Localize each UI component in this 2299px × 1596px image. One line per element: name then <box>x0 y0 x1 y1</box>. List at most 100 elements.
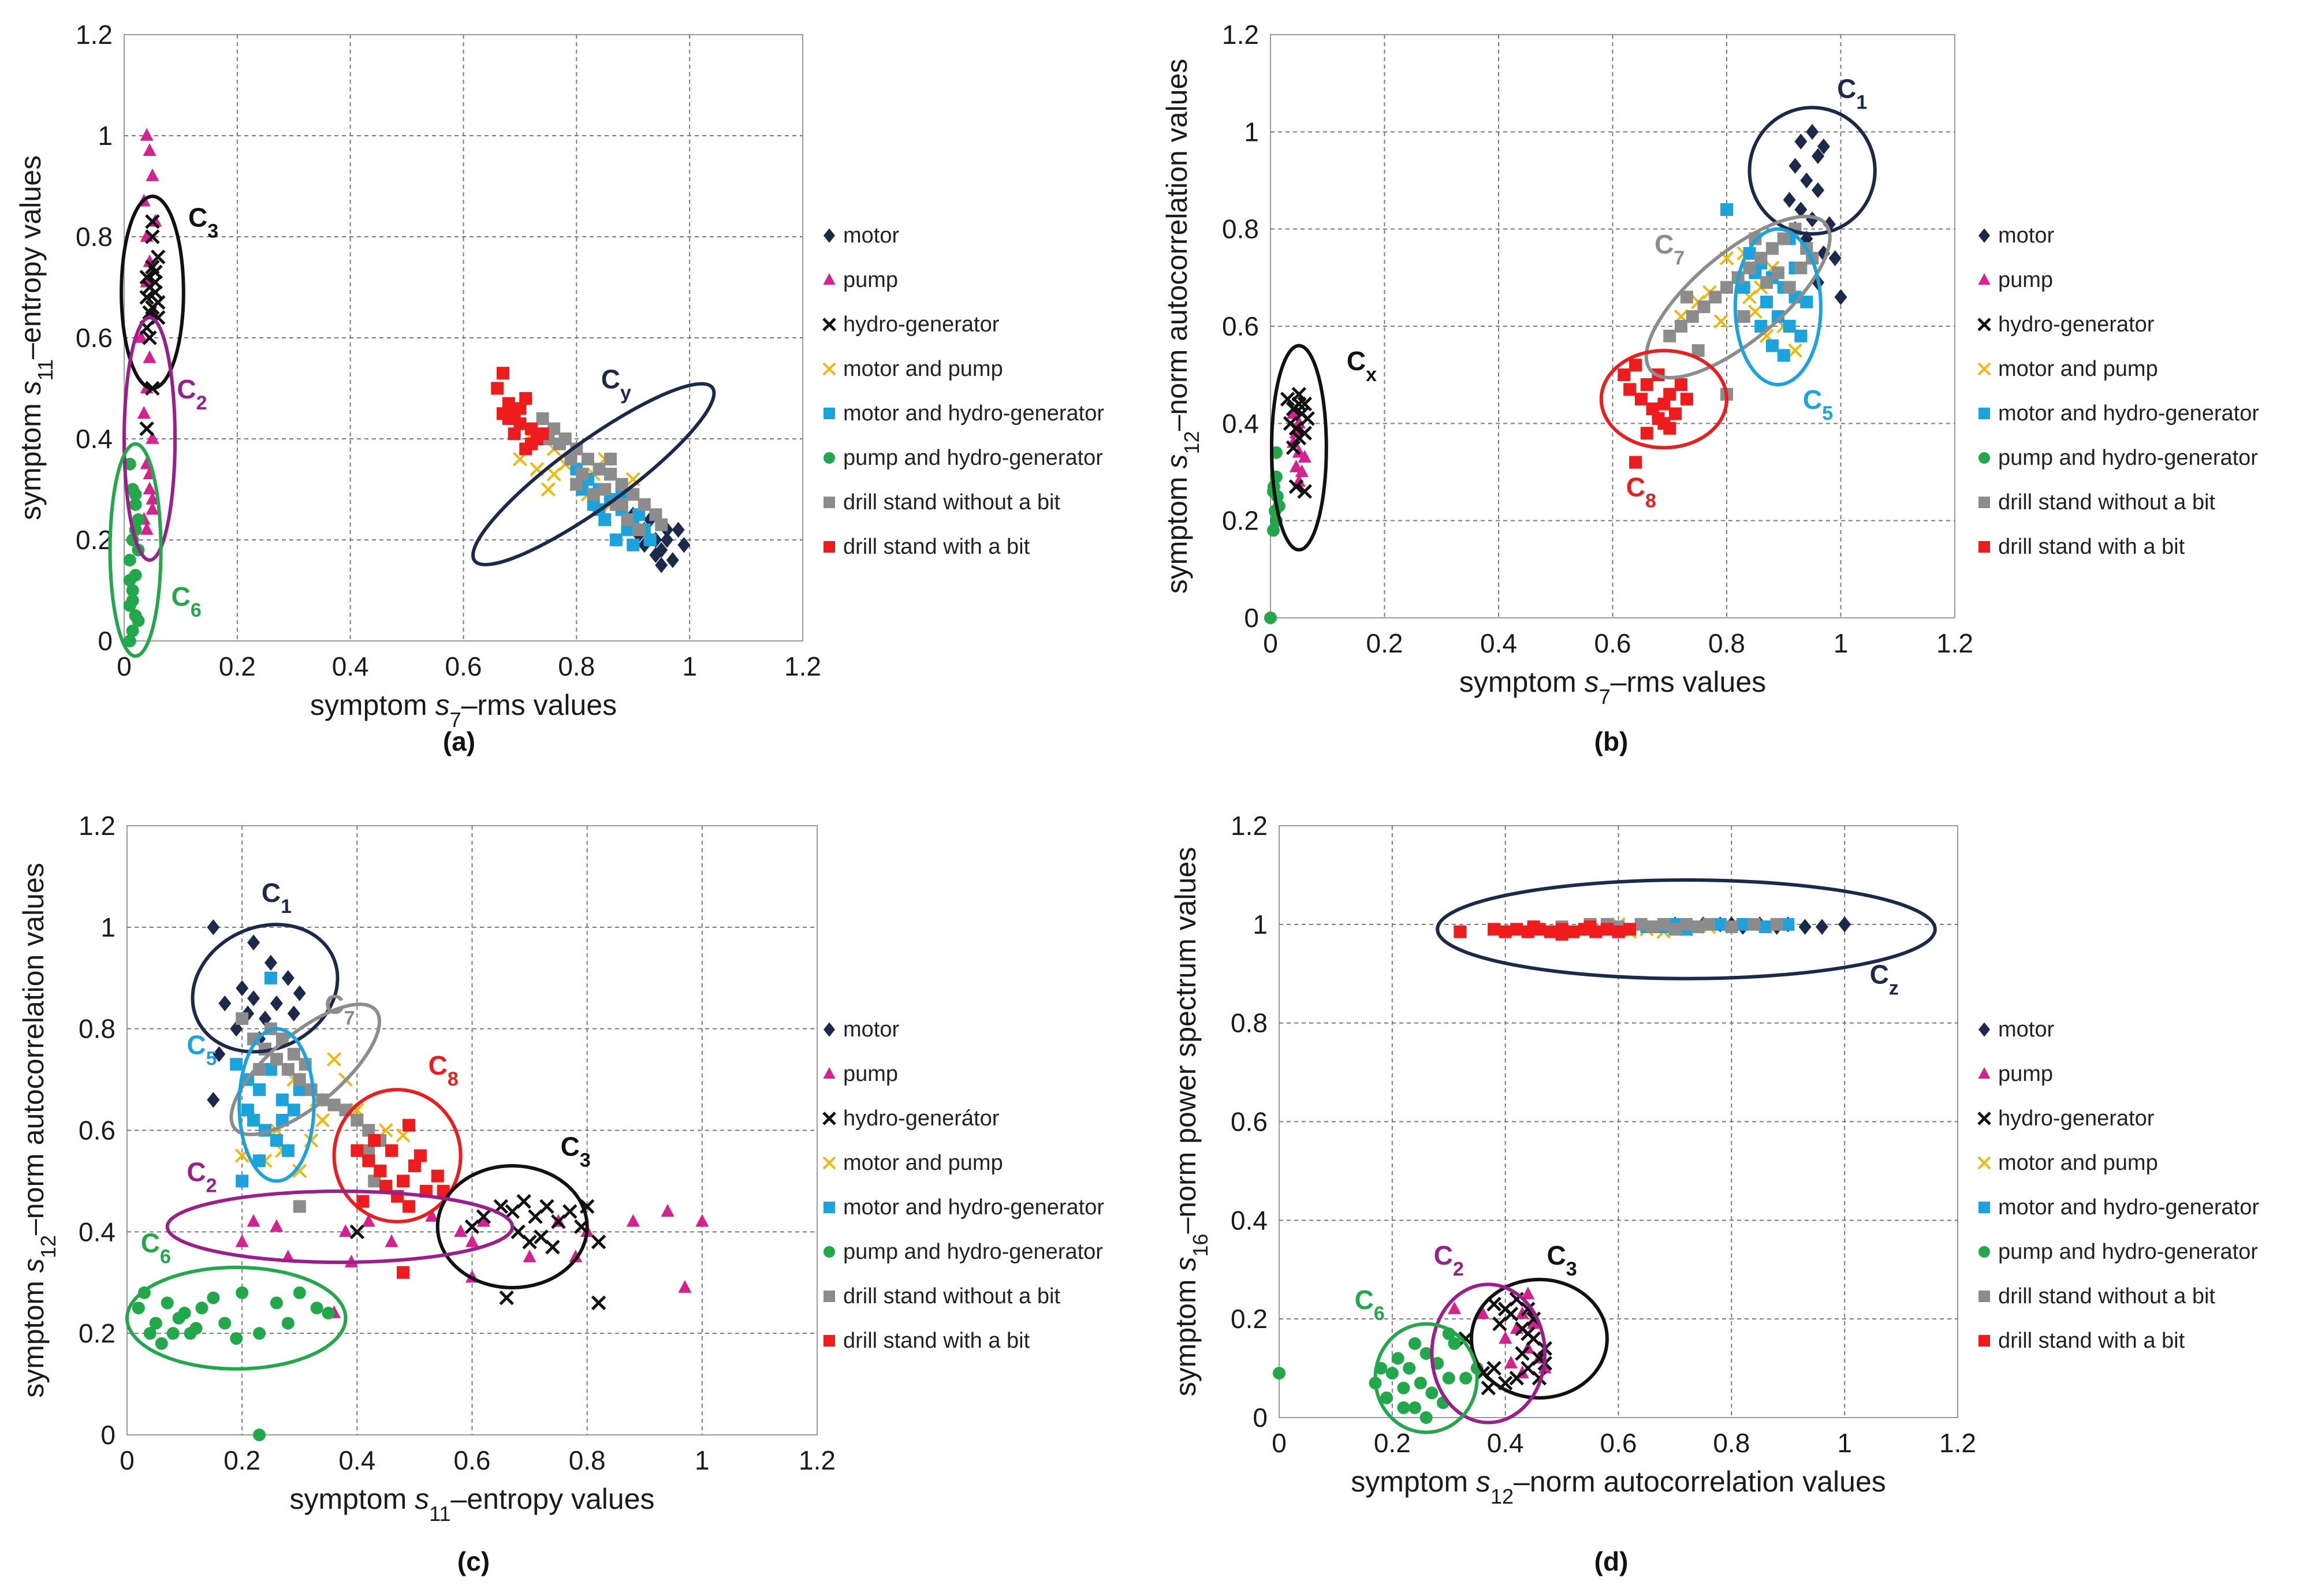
data-point <box>1725 920 1738 934</box>
legend-marker <box>824 408 835 419</box>
legend-marker <box>1978 408 1990 419</box>
data-point <box>678 1280 692 1293</box>
data-point <box>1555 927 1568 941</box>
data-point <box>236 1286 249 1299</box>
series-pump_hydro <box>123 457 145 647</box>
data-point <box>649 508 662 521</box>
data-point <box>1668 923 1682 936</box>
data-point <box>1486 1360 1501 1376</box>
data-point <box>519 392 532 405</box>
data-point <box>150 249 166 264</box>
data-point <box>1816 919 1828 935</box>
x-tick-label: 0.4 <box>338 1445 375 1475</box>
data-point <box>523 1250 536 1263</box>
data-point <box>356 1195 370 1208</box>
data-point <box>253 1083 266 1097</box>
data-point <box>236 980 249 997</box>
data-point <box>1709 290 1722 304</box>
data-point <box>145 259 160 275</box>
legend-entry-motor_pump: motor and pump <box>1998 357 2158 381</box>
x-tick-label: 0.6 <box>1594 628 1631 658</box>
data-point <box>145 214 160 229</box>
data-point <box>218 1317 232 1330</box>
data-point <box>1754 320 1768 333</box>
data-point <box>1794 202 1808 218</box>
series-hydro <box>1458 1292 1552 1396</box>
data-point <box>413 1149 427 1162</box>
data-point <box>1720 203 1733 216</box>
data-point <box>1713 314 1728 329</box>
cluster-ellipse-c3 <box>1469 1277 1609 1400</box>
data-point <box>247 1214 260 1227</box>
x-tick-label: 0.2 <box>219 651 256 681</box>
series-pump_hydro <box>1273 1327 1484 1424</box>
data-point <box>1629 359 1642 372</box>
data-point <box>1788 343 1802 358</box>
data-point <box>1521 1326 1536 1341</box>
data-point <box>502 397 515 410</box>
data-point <box>132 1302 145 1315</box>
data-point <box>1669 407 1682 420</box>
x-tick-label: 0.2 <box>1374 1428 1411 1458</box>
cluster-label: C8 <box>1626 472 1656 512</box>
legend-marker <box>824 541 835 553</box>
data-point <box>513 417 527 430</box>
legend-entry-motor: motor <box>1998 223 2054 248</box>
legend-marker <box>1978 1067 1991 1079</box>
data-point <box>293 985 306 1001</box>
data-point <box>569 1250 583 1263</box>
data-point <box>142 330 157 345</box>
data-point <box>1623 923 1637 936</box>
legend-entry-motor_pump: motor and pump <box>843 1151 1003 1175</box>
data-point <box>464 1219 480 1235</box>
legend-entry-motor_hydro: motor and hydro-generator <box>1998 401 2259 426</box>
legend-marker <box>1978 1291 1990 1302</box>
cluster-label: Cy <box>601 364 631 404</box>
y-tick-label: 0.4 <box>76 424 113 454</box>
data-point <box>247 1113 260 1127</box>
y-tick-label: 1 <box>1253 909 1268 939</box>
data-point <box>281 970 295 986</box>
data-point <box>1777 232 1790 245</box>
data-point <box>627 488 640 501</box>
legend-entry-motor_hydro: motor and hydro-generator <box>843 1195 1104 1220</box>
data-point <box>1600 923 1614 936</box>
legend-marker <box>1977 1112 1991 1125</box>
legend-marker <box>1978 273 1991 285</box>
data-point <box>1634 918 1648 931</box>
data-point <box>1419 1411 1433 1424</box>
data-point <box>541 482 556 497</box>
data-point <box>1397 1381 1410 1394</box>
data-point <box>661 532 673 548</box>
data-point <box>1448 1337 1461 1350</box>
legend-entry-drill_no_bit: drill stand without a bit <box>843 490 1060 514</box>
data-point <box>281 1144 295 1157</box>
data-point <box>253 1154 266 1168</box>
data-point <box>1567 925 1580 938</box>
data-point <box>408 1159 421 1173</box>
data-point <box>362 1154 375 1168</box>
data-point <box>1385 1367 1399 1380</box>
data-point <box>1737 281 1750 294</box>
data-point <box>402 1118 415 1132</box>
legend-marker <box>824 1335 835 1347</box>
data-point <box>1521 1287 1535 1300</box>
data-point <box>505 1204 520 1219</box>
data-point <box>1794 262 1808 274</box>
data-point <box>1298 450 1311 463</box>
data-point <box>587 488 600 501</box>
data-point <box>1686 310 1699 323</box>
data-point <box>621 523 634 536</box>
data-point <box>570 478 583 491</box>
data-point <box>476 1209 491 1224</box>
y-tick-label: 0.8 <box>1231 1008 1268 1038</box>
cluster-label: C3 <box>561 1131 591 1171</box>
data-point <box>604 468 617 481</box>
data-point <box>1675 320 1687 333</box>
data-point <box>1663 422 1676 435</box>
data-point <box>1397 1401 1410 1414</box>
data-point <box>253 1429 266 1441</box>
legend-marker <box>824 1022 835 1037</box>
